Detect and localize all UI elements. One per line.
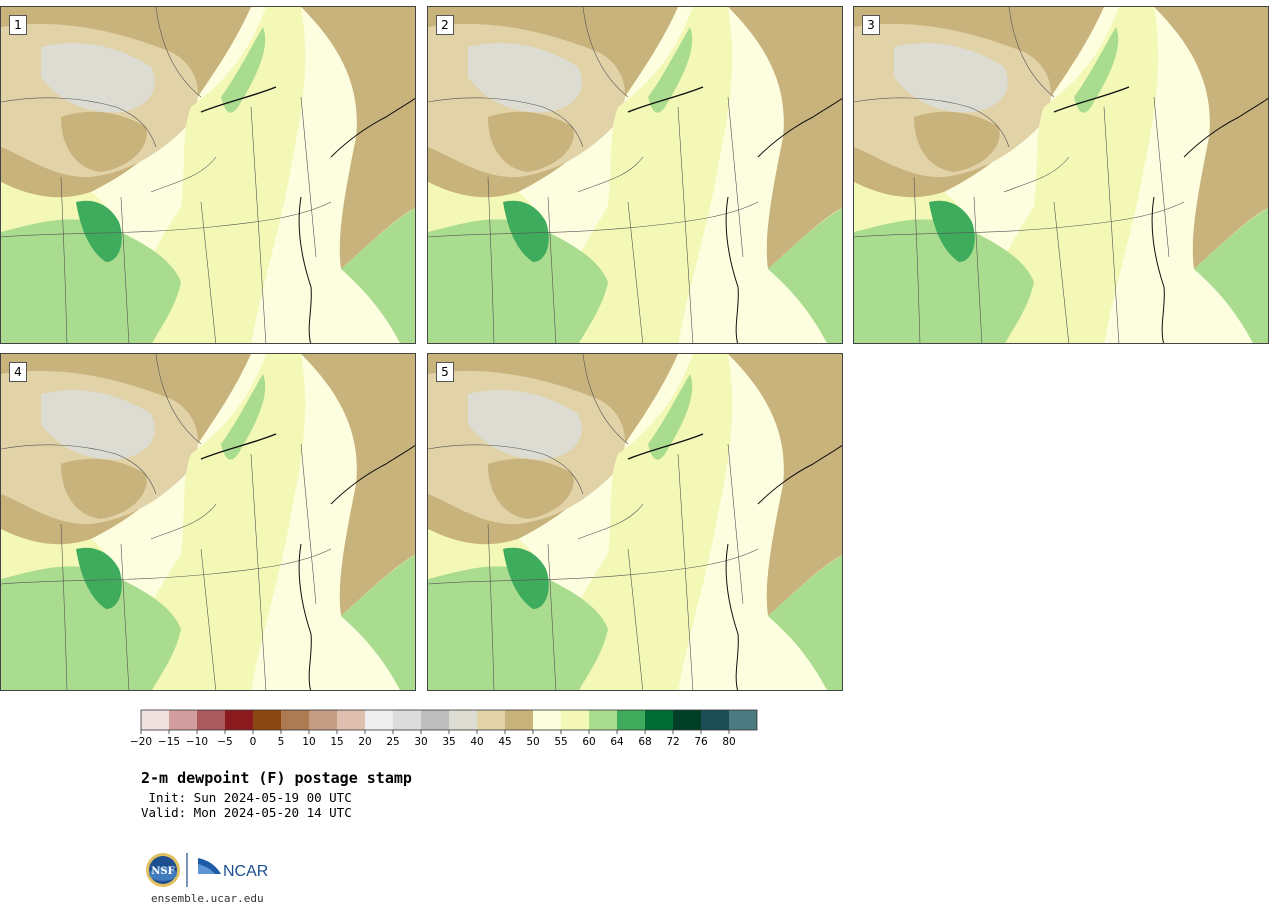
plot-title: 2-m dewpoint (F) postage stamp (141, 769, 412, 787)
colorbar-tick-label: 76 (694, 736, 708, 748)
colorbar-tick-label: 25 (386, 736, 399, 748)
dewpoint-map (1, 354, 415, 690)
colorbar-swatch (421, 710, 449, 730)
colorbar-tick-label: 15 (330, 736, 343, 748)
colorbar-swatch (281, 710, 309, 730)
member-label: 4 (9, 362, 27, 382)
colorbar-swatch (561, 710, 589, 730)
colorbar-tick-label: 10 (302, 736, 315, 748)
title-block: 2-m dewpoint (F) postage stamp Init: Sun… (141, 769, 412, 820)
colorbar-tick-label: 20 (358, 736, 371, 748)
colorbar-swatch (337, 710, 365, 730)
colorbar-tick-label: −20 (130, 736, 152, 748)
nsf-wordmark: NSF (151, 866, 174, 877)
colorbar-swatch (673, 710, 701, 730)
colorbar-swatch (365, 710, 393, 730)
member-label: 3 (862, 15, 880, 35)
colorbar-swatch (729, 710, 757, 730)
colorbar-tick-label: 45 (498, 736, 511, 748)
colorbar-tick-label: 0 (250, 736, 257, 748)
dewpoint-map (854, 7, 1268, 343)
colorbar-swatch (477, 710, 505, 730)
ncar-logo: NCAR (198, 858, 268, 880)
colorbar-tick-label: −15 (158, 736, 180, 748)
dewpoint-map (428, 354, 842, 690)
colorbar-tick-label: −10 (186, 736, 208, 748)
colorbar-swatch (505, 710, 533, 730)
colorbar-swatch (701, 710, 729, 730)
colorbar: −20 −15 −10 −5 0 5 10 15 20 25 30 35 40 45 50 55 60 64 68 7… (130, 709, 758, 748)
colorbar-swatch (645, 710, 673, 730)
colorbar-swatch (225, 710, 253, 730)
dewpoint-map (1, 7, 415, 343)
colorbar-swatch (197, 710, 225, 730)
colorbar-tick-label: 80 (722, 736, 735, 748)
valid-time: Valid: Mon 2024-05-20 14 UTC (141, 805, 352, 820)
colorbar-tick-label: 72 (666, 736, 679, 748)
member-label: 5 (436, 362, 454, 382)
site-url: ensemble.ucar.edu (151, 892, 264, 905)
member-label: 2 (436, 15, 454, 35)
nsf-logo: NSF (146, 853, 180, 887)
dewpoint-map (428, 7, 842, 343)
colorbar-swatch (617, 710, 645, 730)
colorbar-tick-label: 30 (414, 736, 427, 748)
map-panel-5: 5 (427, 353, 843, 691)
colorbar-tick-label: 60 (582, 736, 595, 748)
colorbar-swatch (141, 710, 169, 730)
map-panel-4: 4 (0, 353, 416, 691)
colorbar-tick-label: 64 (610, 736, 624, 748)
map-panel-3: 3 (853, 6, 1269, 344)
ncar-wordmark: NCAR (223, 863, 268, 880)
map-panel-2: 2 (427, 6, 843, 344)
colorbar-tick-label: −5 (217, 736, 232, 748)
member-label: 1 (9, 15, 27, 35)
colorbar-swatch (533, 710, 561, 730)
colorbar-tick-label: 5 (278, 736, 285, 748)
colorbar-tick-label: 40 (470, 736, 483, 748)
colorbar-tick-label: 35 (442, 736, 455, 748)
colorbar-tick-label: 55 (554, 736, 567, 748)
colorbar-swatch (309, 710, 337, 730)
init-time: Init: Sun 2024-05-19 00 UTC (141, 790, 352, 805)
colorbar-swatch (253, 710, 281, 730)
colorbar-tick-label: 68 (638, 736, 651, 748)
colorbar-swatch (449, 710, 477, 730)
colorbar-swatch (169, 710, 197, 730)
colorbar-tick-label: 50 (526, 736, 539, 748)
colorbar-swatch (589, 710, 617, 730)
map-panel-1: 1 (0, 6, 416, 344)
logos: NSF NCAR (146, 853, 268, 887)
colorbar-swatch (393, 710, 421, 730)
